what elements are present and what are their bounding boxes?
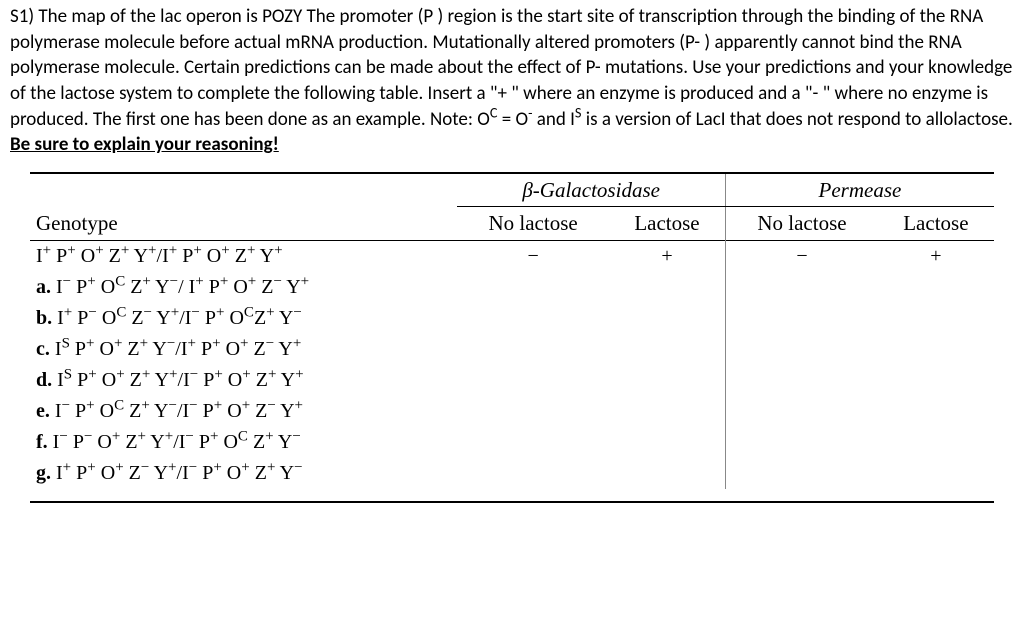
table-row: f. I− P− O+ Z+ Y+/I− P+ OC Z+ Y− (30, 427, 994, 458)
example-row: I+ P+ O+ Z+ Y+/I+ P+ O+ Z+ Y+ − + − + (30, 241, 994, 272)
answer-cell[interactable] (609, 396, 726, 427)
genotype-cell: a. I− P+ OC Z+ Y−/ I+ P+ O+ Z− Y+ (30, 272, 457, 303)
header-row-2: Genotype No lactose Lactose No lactose L… (30, 207, 994, 240)
answer-cell[interactable] (726, 396, 878, 427)
genotype-cell: f. I− P− O+ Z+ Y+/I− P+ OC Z+ Y− (30, 427, 457, 458)
table-row: e. I− P+ OC Z+ Y−/I− P+ O+ Z− Y+ (30, 396, 994, 427)
col-perm-lac: Lactose (878, 207, 994, 240)
genotype-cell: c. IS P+ O+ Z+ Y−/I+ P+ O+ Z− Y+ (30, 334, 457, 365)
example-perm-lac: + (878, 241, 994, 272)
example-bgal-nolac: − (457, 241, 609, 272)
answer-cell[interactable] (609, 272, 726, 303)
answer-cell[interactable] (878, 365, 994, 396)
answer-cell[interactable] (457, 365, 609, 396)
answer-cell[interactable] (457, 303, 609, 334)
genotype-table: β-Galactosidase Permease Genotype No lac… (30, 172, 994, 503)
header-row-1: β-Galactosidase Permease (30, 173, 994, 207)
answer-cell[interactable] (457, 458, 609, 489)
col-permease: Permease (726, 173, 994, 207)
genotype-cell: b. I+ P− OC Z− Y+/I− P+ OCZ+ Y− (30, 303, 457, 334)
answer-cell[interactable] (726, 334, 878, 365)
answer-cell[interactable] (726, 458, 878, 489)
col-perm-nolac: No lactose (726, 207, 878, 240)
answer-cell[interactable] (609, 458, 726, 489)
col-bgal-lac: Lactose (609, 207, 726, 240)
emphasis-reasoning: Be sure to explain your reasoning! (10, 133, 279, 156)
genotype-cell: e. I− P+ OC Z+ Y−/I− P+ O+ Z− Y+ (30, 396, 457, 427)
table-row: g. I+ P+ O+ Z− Y+/I− P+ O+ Z+ Y− (30, 458, 994, 489)
answer-cell[interactable] (878, 427, 994, 458)
genotype-cell: d. IS P+ O+ Z+ Y+/I− P+ O+ Z+ Y+ (30, 365, 457, 396)
table-row: a. I− P+ OC Z+ Y−/ I+ P+ O+ Z− Y+ (30, 272, 994, 303)
answer-cell[interactable] (878, 458, 994, 489)
example-bgal-lac: + (609, 241, 726, 272)
example-perm-nolac: − (726, 241, 878, 272)
table-row: d. IS P+ O+ Z+ Y+/I− P+ O+ Z+ Y+ (30, 365, 994, 396)
table-row: c. IS P+ O+ Z+ Y−/I+ P+ O+ Z− Y+ (30, 334, 994, 365)
answer-cell[interactable] (609, 303, 726, 334)
col-bgal: β-Galactosidase (457, 173, 725, 207)
answer-cell[interactable] (726, 272, 878, 303)
answer-cell[interactable] (726, 303, 878, 334)
answer-cell[interactable] (457, 396, 609, 427)
answer-cell[interactable] (878, 334, 994, 365)
question-text: S1) The map of the lac operon is POZY Th… (10, 4, 1014, 158)
answer-cell[interactable] (878, 303, 994, 334)
genotype-cell: g. I+ P+ O+ Z− Y+/I− P+ O+ Z+ Y− (30, 458, 457, 489)
col-genotype: Genotype (30, 207, 457, 240)
answer-cell[interactable] (878, 396, 994, 427)
answer-cell[interactable] (609, 365, 726, 396)
answer-cell[interactable] (726, 365, 878, 396)
answer-cell[interactable] (726, 427, 878, 458)
answer-cell[interactable] (457, 427, 609, 458)
answer-cell[interactable] (609, 427, 726, 458)
answer-cell[interactable] (457, 272, 609, 303)
answer-cell[interactable] (878, 272, 994, 303)
col-bgal-nolac: No lactose (457, 207, 609, 240)
table-row: b. I+ P− OC Z− Y+/I− P+ OCZ+ Y− (30, 303, 994, 334)
answer-cell[interactable] (457, 334, 609, 365)
answer-cell[interactable] (609, 334, 726, 365)
example-genotype: I+ P+ O+ Z+ Y+/I+ P+ O+ Z+ Y+ (30, 241, 457, 272)
